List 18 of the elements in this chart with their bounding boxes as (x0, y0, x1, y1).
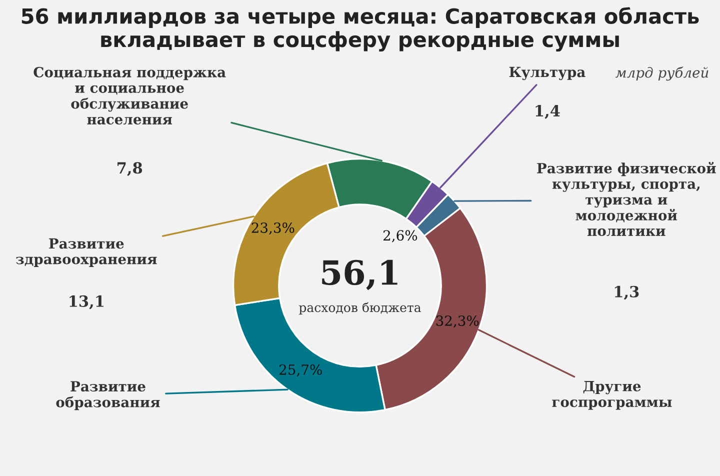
slice-label: Другие госпрограммы (552, 381, 672, 410)
text: 56,1 (322, 260, 398, 290)
slice-label: Развитие образования (56, 381, 160, 410)
data-label: 2,6% (383, 230, 418, 242)
slice-label: Социальная поддержка и социальное обслуживание населения (34, 66, 226, 125)
text: млрд рублей (615, 66, 708, 81)
data-label: 25,7% (279, 364, 322, 377)
data-label: 32,3% (436, 315, 479, 328)
chart-title: 56 миллиардов за четыре месяца: Саратовская область вкладывает в соцсферу рекордные суммы (22, 7, 699, 52)
text: 1,4 (536, 104, 560, 119)
slice-label: Развитие физической культуры, спорта, туризма и молодежной политики (537, 162, 716, 236)
text: расходов бюджета (299, 302, 421, 315)
data-label: 23,3% (252, 222, 294, 235)
text: 13,1 (70, 295, 104, 310)
slice-label: Культура (509, 66, 586, 80)
text: 7,8 (118, 162, 142, 176)
text: 1,3 (614, 286, 639, 300)
slice-label: Развитие здравоохранения (16, 238, 157, 267)
